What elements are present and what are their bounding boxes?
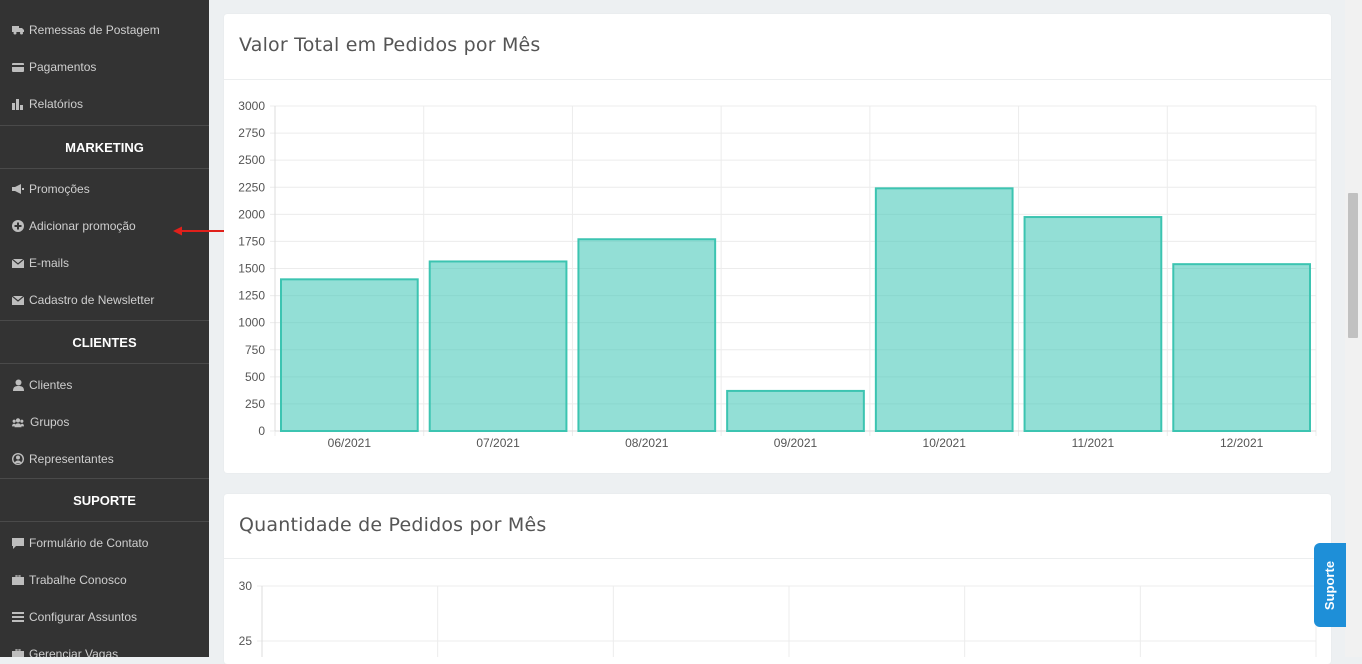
comment-icon <box>12 533 24 553</box>
sidebar-item-clientes[interactable]: Clientes <box>0 375 209 395</box>
section-heading-marketing: MARKETING <box>0 125 209 169</box>
bar <box>1023 216 1163 432</box>
y-tick-label: 750 <box>245 343 265 357</box>
bar <box>428 260 568 432</box>
chart-title: Quantidade de Pedidos por Mês <box>239 514 547 536</box>
y-tick-label: 2250 <box>238 180 265 194</box>
sidebar-item-label: Promoções <box>29 182 90 196</box>
sidebar-item-label: Gerenciar Vagas <box>29 647 119 657</box>
sidebar-item-label: Remessas de Postagem <box>29 23 160 37</box>
sidebar-item-label: Formulário de Contato <box>29 536 149 550</box>
sidebar-item-emails[interactable]: E-mails <box>0 253 209 273</box>
envelope-icon <box>12 253 24 273</box>
sidebar-item-configurar-assuntos[interactable]: Configurar Assuntos <box>0 607 209 627</box>
sidebar-item-label: Trabalhe Conosco <box>29 573 127 587</box>
sidebar-item-gerenciar-vagas[interactable]: Gerenciar Vagas <box>0 644 209 657</box>
x-tick-label: 06/2021 <box>328 436 372 450</box>
sidebar-item-label: Grupos <box>30 415 70 429</box>
y-tick-label: 3000 <box>238 99 265 113</box>
sidebar-item-formulario-contato[interactable]: Formulário de Contato <box>0 533 209 553</box>
chart-title: Valor Total em Pedidos por Mês <box>239 34 541 56</box>
briefcase-icon <box>12 570 24 590</box>
megaphone-icon <box>12 179 24 199</box>
y-tick-label: 500 <box>245 370 265 384</box>
truck-icon <box>12 20 24 40</box>
sidebar-item-label: Adicionar promoção <box>29 219 136 233</box>
sidebar-item-pagamentos[interactable]: Pagamentos <box>0 57 209 77</box>
sidebar-item-label: Clientes <box>29 378 73 392</box>
sidebar: Remessas de Postagem Pagamentos Relatóri… <box>0 0 209 657</box>
y-tick-label: 1000 <box>238 316 265 330</box>
sidebar-item-promocoes[interactable]: Promoções <box>0 179 209 199</box>
scrollbar-thumb[interactable] <box>1348 193 1358 338</box>
x-tick-label: 09/2021 <box>774 436 818 450</box>
y-tick-label: 2000 <box>238 207 265 221</box>
y-tick-label: 250 <box>245 397 265 411</box>
y-tick-label: 1750 <box>238 234 265 248</box>
annotation-arrow <box>173 226 224 236</box>
sidebar-item-representantes[interactable]: Representantes <box>0 449 209 469</box>
bar-chart-valor-total: 0 250 500 750 1000 1250 1500 1750 2000 2250 2500 27… <box>238 99 1317 450</box>
bar <box>726 389 865 432</box>
page-scrollbar[interactable] <box>1345 0 1362 657</box>
y-tick-label: 30 <box>239 579 253 593</box>
chart-card-quantidade: Quantidade de Pedidos por Mês <box>224 494 1331 664</box>
support-tab-button[interactable]: Suporte <box>1314 543 1346 627</box>
briefcase-icon <box>12 644 24 657</box>
sidebar-item-label: Configurar Assuntos <box>29 610 138 624</box>
sidebar-item-label: E-mails <box>29 256 70 270</box>
y-tick-label: 1250 <box>238 289 265 303</box>
section-heading-suporte: SUPORTE <box>0 478 209 522</box>
support-tab-label: Suporte <box>1322 560 1338 610</box>
sidebar-item-relatorios[interactable]: Relatórios <box>0 94 209 114</box>
sidebar-item-label: Cadastro de Newsletter <box>29 293 155 307</box>
users-icon <box>12 412 24 432</box>
sidebar-item-label: Representantes <box>29 452 114 466</box>
x-tick-label: 10/2021 <box>923 436 967 450</box>
y-tick-label: 25 <box>239 634 253 648</box>
plus-circle-icon <box>12 216 24 236</box>
bar <box>874 187 1014 432</box>
x-tick-label: 12/2021 <box>1220 436 1264 450</box>
sidebar-item-label: Pagamentos <box>29 60 97 74</box>
bar <box>280 278 419 433</box>
x-tick-label: 08/2021 <box>625 436 669 450</box>
card-divider <box>224 558 1331 559</box>
section-heading-clientes: CLIENTES <box>0 320 209 364</box>
bar-chart-quantidade: 25 30 <box>239 579 1317 657</box>
bar <box>577 238 717 432</box>
y-tick-label: 0 <box>258 424 265 438</box>
sidebar-item-trabalhe-conosco[interactable]: Trabalhe Conosco <box>0 570 209 590</box>
user-icon <box>12 375 24 395</box>
card-divider <box>224 79 1331 80</box>
x-tick-label: 11/2021 <box>1072 436 1115 450</box>
sidebar-item-adicionar-promocao[interactable]: Adicionar promoção <box>0 216 209 236</box>
list-icon <box>12 607 24 627</box>
sidebar-item-remessas[interactable]: Remessas de Postagem <box>0 20 209 40</box>
y-tick-label: 1500 <box>238 262 265 276</box>
bar <box>1172 263 1311 432</box>
y-tick-label: 2750 <box>238 126 265 140</box>
user-circle-icon <box>12 449 24 469</box>
sidebar-item-label: Relatórios <box>29 97 84 111</box>
sidebar-item-grupos[interactable]: Grupos <box>0 412 209 432</box>
bar-chart-icon <box>12 94 24 114</box>
sidebar-item-cadastro-newsletter[interactable]: Cadastro de Newsletter <box>0 290 209 310</box>
y-tick-label: 2500 <box>238 153 265 167</box>
x-tick-label: 07/2021 <box>476 436 520 450</box>
credit-card-icon <box>12 57 24 77</box>
envelope-icon <box>12 290 24 310</box>
